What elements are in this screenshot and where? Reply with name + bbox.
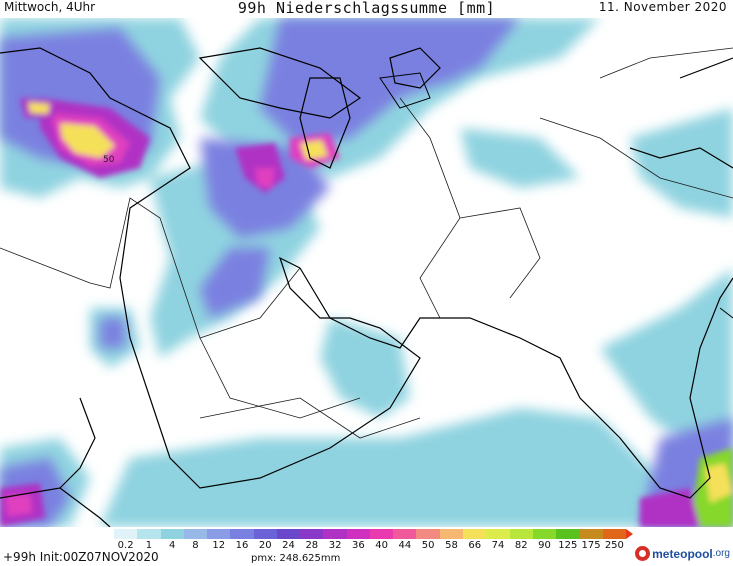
colorbar-tick-label: 90 xyxy=(538,540,551,551)
colorbar-cell xyxy=(462,529,487,539)
colorbar-labels: 0.2 1 4 8 12 16 20 24 28 32 36 40 44 50 58 66 74 82 90 125 1… xyxy=(114,540,626,552)
map-canvas: 50 xyxy=(0,18,733,527)
colorbar-cell xyxy=(532,529,557,539)
colorbar-tick-label: 250 xyxy=(604,540,624,551)
map-title: 99h Niederschlagssumme [mm] xyxy=(237,0,496,17)
colorbar-cell xyxy=(276,529,301,539)
forecast-date: 11. November 2020 xyxy=(598,0,727,14)
precipitation-map: 50 xyxy=(0,18,733,527)
header: Mittwoch, 4Uhr 99h Niederschlagssumme [m… xyxy=(0,0,733,20)
colorbar-tick-label: 20 xyxy=(258,540,272,551)
brand-tld: .org xyxy=(712,548,730,559)
colorbar-cell xyxy=(137,529,161,539)
colorbar-tick-label: 44 xyxy=(398,540,412,551)
init-time-label: +99h Init:00Z07NOV2020 xyxy=(3,550,159,564)
precip-heavy-layer xyxy=(0,98,733,527)
brand-logo[interactable]: meteopool .org xyxy=(635,546,730,561)
country-borders xyxy=(0,47,733,439)
colorbar-tick-label: 12 xyxy=(212,540,226,551)
forecast-day-label: Mittwoch, 4Uhr xyxy=(4,0,96,14)
colorbar-cell xyxy=(207,529,231,539)
colorbar-cell xyxy=(183,529,208,539)
colorbar-tick-label: 58 xyxy=(445,540,458,551)
colorbar-tick-label: 82 xyxy=(514,540,528,551)
colorbar-cell xyxy=(230,529,254,539)
colorbar-cell xyxy=(323,529,347,539)
colorbar-tick-label: 28 xyxy=(305,540,319,551)
colorbar-arrow xyxy=(626,529,633,539)
colorbar-cell xyxy=(253,529,277,539)
colorbar-tick-label: 66 xyxy=(468,540,482,551)
colorbar-tick-label: 50 xyxy=(421,540,435,551)
colorbar-cell xyxy=(439,529,463,539)
max-precip-label: pmx: 248.625mm xyxy=(251,553,341,564)
colorbar xyxy=(114,529,626,539)
colorbar-tick-label: 16 xyxy=(235,540,249,551)
colorbar-tick-label: 74 xyxy=(491,540,505,551)
colorbar-cell xyxy=(509,529,533,539)
colorbar-cell xyxy=(486,529,510,539)
colorbar-tick-label: 4 xyxy=(168,540,176,551)
colorbar-tick-label: 40 xyxy=(375,540,388,551)
colorbar-tick-label: 36 xyxy=(351,540,365,551)
colorbar-cell xyxy=(393,529,417,539)
colorbar-tick-label: 24 xyxy=(282,540,295,551)
precip-moderate-layer xyxy=(0,18,733,527)
colorbar-cell xyxy=(346,529,370,539)
colorbar-cell xyxy=(602,529,626,539)
colorbar-tick-label: 125 xyxy=(558,540,578,551)
colorbar-tick-label: 1 xyxy=(145,540,153,551)
colorbar-tick-label: 32 xyxy=(328,540,342,551)
colorbar-tick-label: 0.2 xyxy=(117,540,134,551)
colorbar-cell xyxy=(579,529,603,539)
lakes xyxy=(379,72,733,319)
brand-name: meteopool xyxy=(652,546,713,561)
colorbar-cell xyxy=(369,529,394,539)
colorbar-tick-label: 8 xyxy=(192,540,199,551)
max-value-label: 50 xyxy=(103,155,115,165)
colorbar-tick-label: 175 xyxy=(581,540,601,551)
colorbar-cell xyxy=(300,529,324,539)
colorbar-cell xyxy=(556,529,580,539)
colorbar-cell xyxy=(114,529,138,539)
meteopool-logo-icon xyxy=(635,546,651,561)
coastlines xyxy=(0,47,733,527)
colorbar-cell xyxy=(416,529,440,539)
colorbar-cell xyxy=(160,529,184,539)
